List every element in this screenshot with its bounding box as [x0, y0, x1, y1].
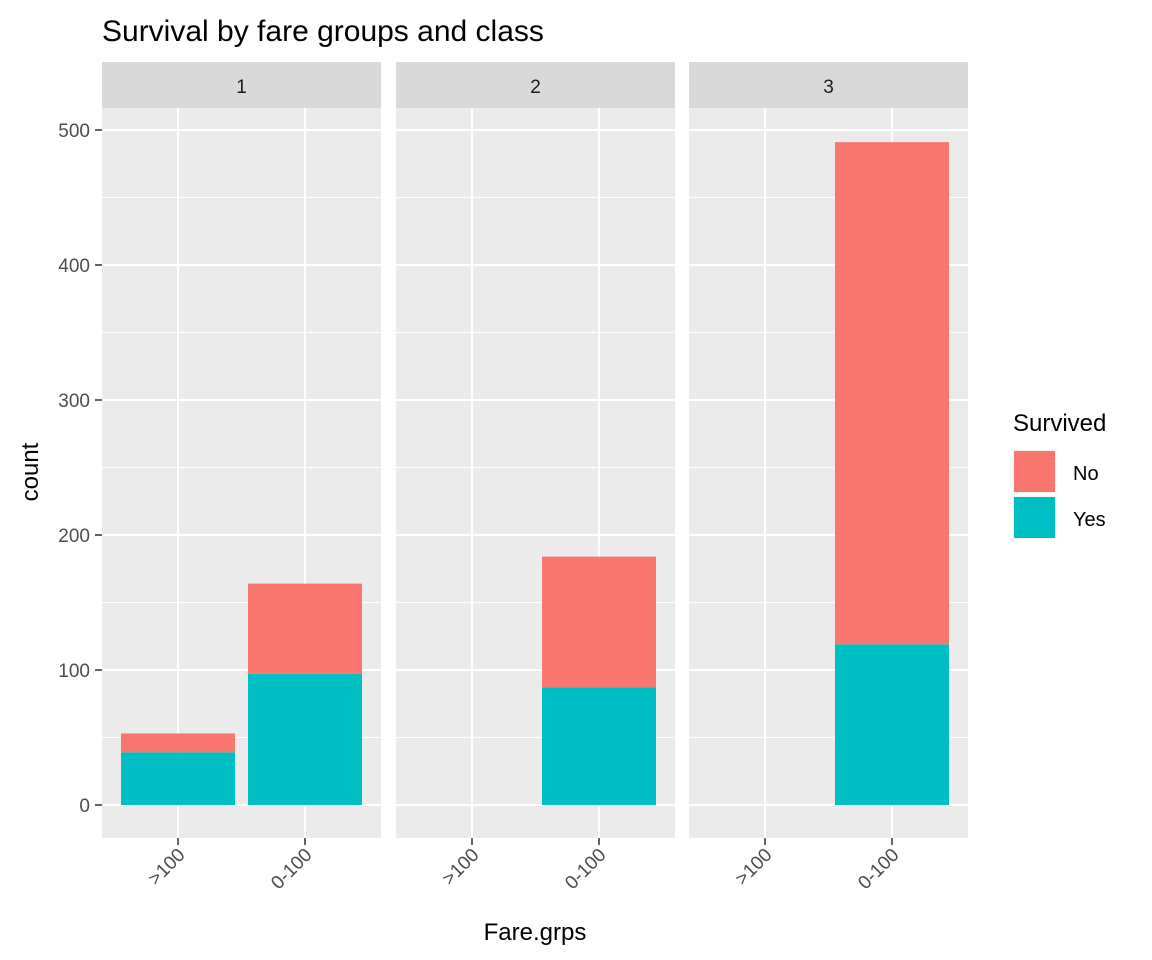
- bar-yes: [121, 752, 235, 805]
- legend-label-no: No: [1073, 463, 1099, 485]
- x-tick-label: 0-100: [854, 845, 903, 894]
- x-tick-label: 0-100: [267, 845, 316, 894]
- panel-3: 3 >100 0-100: [689, 62, 968, 894]
- bar-no: [248, 583, 362, 675]
- facet-strip: [102, 62, 381, 108]
- x-tick-label: >100: [144, 845, 189, 890]
- legend-key-no: [1014, 451, 1055, 492]
- bar-no: [121, 733, 235, 753]
- facet-strip-label: 1: [236, 77, 247, 98]
- x-tick-label: >100: [438, 845, 483, 890]
- bar-no: [835, 142, 949, 645]
- bar-yes: [542, 687, 656, 805]
- facet-strip-label: 2: [530, 77, 541, 98]
- facet-strip-label: 3: [823, 77, 834, 98]
- x-axis-title: Fare.grps: [484, 919, 587, 946]
- x-tick-label: >100: [731, 845, 776, 890]
- y-tick-label: 300: [58, 391, 90, 412]
- y-tick-label: 500: [58, 121, 90, 142]
- legend-label-yes: Yes: [1073, 509, 1106, 531]
- panel-1: 1 >100 0-100: [102, 62, 381, 894]
- y-tick-label: 200: [58, 526, 90, 547]
- panels: 1 >100 0-100 2 >100 0-100 3 >100 0-100: [102, 62, 968, 894]
- facet-strip: [396, 62, 675, 108]
- y-tick-label: 100: [58, 661, 90, 682]
- x-tick-label: 0-100: [561, 845, 610, 894]
- legend-title: Survived: [1013, 410, 1106, 437]
- chart-title: Survival by fare groups and class: [102, 15, 544, 48]
- bar-yes: [248, 674, 362, 805]
- y-tick-label: 0: [79, 796, 90, 817]
- legend-key-yes: [1014, 497, 1055, 538]
- y-tick-label: 400: [58, 256, 90, 277]
- legend: Survived No Yes: [1013, 410, 1106, 539]
- panel-2: 2 >100 0-100: [396, 62, 675, 894]
- y-axis-title: count: [17, 442, 44, 501]
- bar-yes: [835, 644, 949, 805]
- bar-no: [542, 556, 656, 688]
- y-axis: 0 100 200 300 400 500: [58, 121, 102, 817]
- facet-strip: [689, 62, 968, 108]
